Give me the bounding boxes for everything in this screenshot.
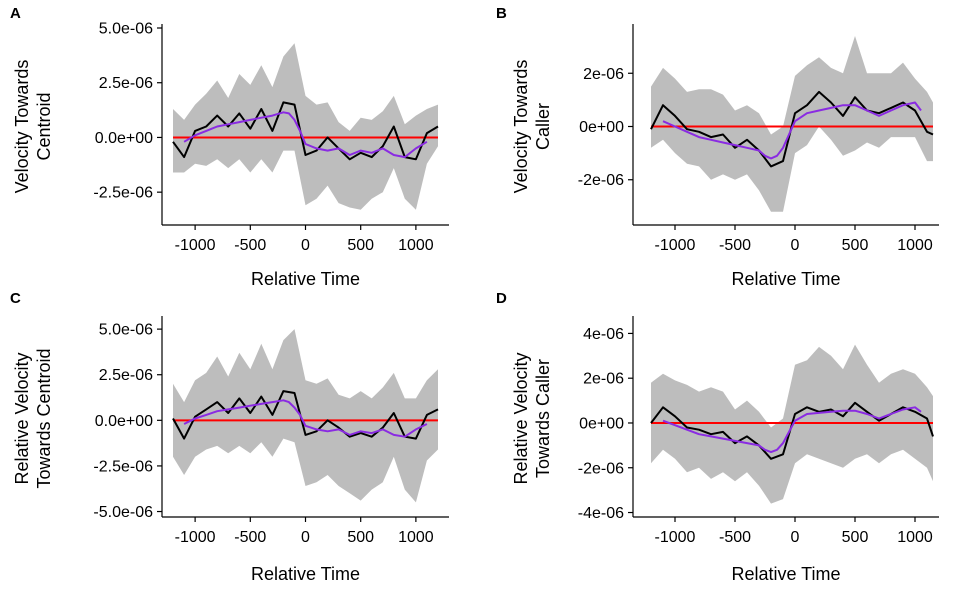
y-tick-label: 0.0e+00 [95, 130, 153, 147]
mean-line [172, 390, 439, 440]
x-tick-label: -500 [234, 529, 266, 546]
x-tick-label: -1000 [175, 529, 216, 546]
y-tick-label: 5.0e-06 [99, 322, 153, 339]
panel-a: -1000 -500 0 500 1000 5.0e-06 2.5e-06 0.0e+00 -2… [10, 5, 449, 289]
smoothed-line [183, 399, 428, 438]
y-axis-title-line: Towards Centroid [34, 348, 54, 488]
x-tick-label: -1000 [655, 529, 696, 546]
mean-line [650, 90, 934, 168]
smoothed-line [662, 101, 922, 160]
x-tick-label: 1000 [398, 529, 434, 546]
y-tick-label: 2e-06 [583, 66, 624, 83]
y-tick-label: -2.5e-06 [93, 458, 153, 475]
y-axis-title-line: Relative Velocity [12, 352, 32, 484]
y-tick-label: -4e-06 [578, 505, 624, 522]
x-tick-label: 500 [842, 529, 869, 546]
y-tick-label: -5.0e-06 [93, 504, 153, 521]
y-tick-label: -2.5e-06 [93, 185, 153, 202]
x-tick-label: 1000 [897, 237, 933, 254]
x-axis-title: Relative Time [251, 269, 360, 289]
x-tick-label: -500 [234, 237, 266, 254]
x-tick-label: -1000 [175, 237, 216, 254]
x-tick-label: -500 [719, 529, 751, 546]
x-tick-label: -500 [719, 237, 751, 254]
y-tick-label: 2.5e-06 [99, 75, 153, 92]
y-tick-label: -2e-06 [578, 460, 624, 477]
y-axis-title-line: Velocity Towards [12, 60, 32, 194]
x-axis-title: Relative Time [731, 269, 840, 289]
x-tick-label: 0 [301, 529, 310, 546]
smoothed-line [183, 111, 428, 159]
x-axis-title: Relative Time [251, 564, 360, 584]
x-tick-label: 1000 [897, 529, 933, 546]
x-tick-label: 500 [347, 237, 374, 254]
y-axis-title-line: Caller [533, 103, 553, 150]
y-tick-label: 0e+00 [579, 415, 624, 432]
x-tick-label: -1000 [655, 237, 696, 254]
panel-letter: C [10, 290, 21, 307]
y-tick-label: 2e-06 [583, 371, 624, 388]
x-tick-label: 500 [347, 529, 374, 546]
y-tick-label: 2.5e-06 [99, 367, 153, 384]
y-tick-label: 4e-06 [583, 326, 624, 343]
mean-line [172, 101, 439, 161]
y-axis-title-line: Centroid [34, 92, 54, 160]
panel-letter: D [496, 290, 507, 307]
x-tick-label: 500 [842, 237, 869, 254]
smoothed-line [662, 406, 922, 454]
y-axis-title-line: Relative Velocity [511, 352, 531, 484]
y-tick-label: 0.0e+00 [95, 413, 153, 430]
x-tick-label: 0 [791, 529, 800, 546]
y-tick-label: 0e+00 [579, 119, 624, 136]
x-tick-label: 0 [791, 237, 800, 254]
y-axis-title-line: Velocity Towards [511, 60, 531, 194]
panel-letter: A [10, 5, 21, 22]
x-axis-title: Relative Time [731, 564, 840, 584]
confidence-ribbon [173, 43, 438, 210]
y-axis-title-line: Towards Caller [533, 359, 553, 478]
y-tick-label: 5.0e-06 [99, 21, 153, 38]
panel-c: -1000 -500 0 500 1000 5.0e-06 2.5e-06 0.0e+00 -2… [10, 290, 449, 584]
x-tick-label: 1000 [398, 237, 434, 254]
y-tick-label: -2e-06 [578, 172, 624, 189]
confidence-ribbon [173, 329, 438, 503]
panel-letter: B [496, 5, 507, 22]
panel-b: -1000 -500 0 500 1000 2e-06 0e+00 -2e-06 Relativ… [496, 5, 939, 289]
panel-d: -1000 -500 0 500 1000 4e-06 2e-06 0e+00 -2e-06 -4… [496, 290, 939, 584]
x-tick-label: 0 [301, 237, 310, 254]
